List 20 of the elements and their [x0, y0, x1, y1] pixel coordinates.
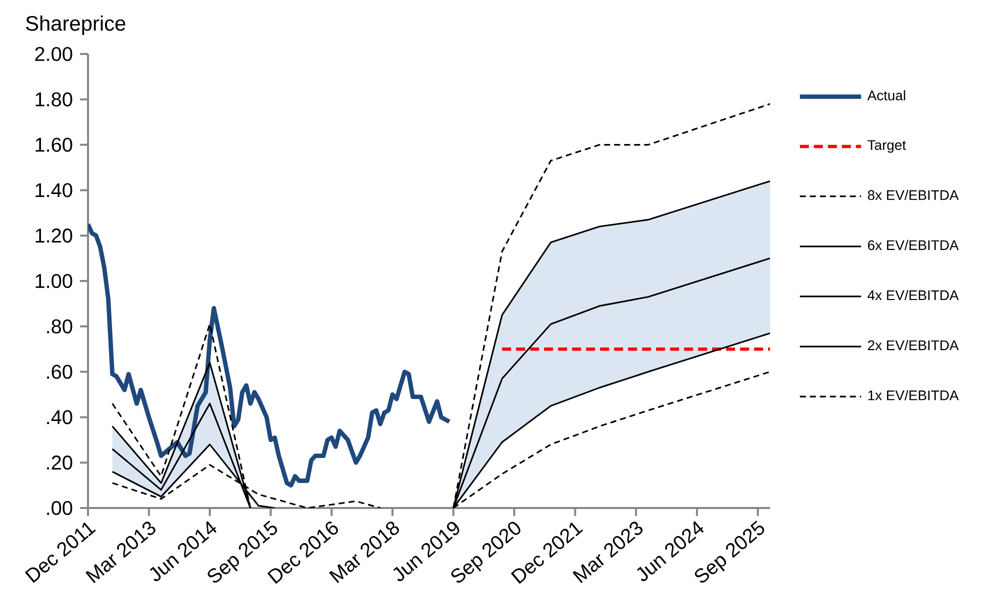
y-tick-label: 1.40	[36, 183, 72, 198]
legend-label: 2x EV/EBITDA	[868, 340, 959, 350]
y-tick-label: 1.20	[36, 228, 72, 243]
legend-label: 1x EV/EBITDA	[868, 390, 959, 400]
y-tick-label: .40	[47, 410, 72, 424]
legend-label: Actual	[867, 90, 906, 100]
legend-label: Target	[868, 140, 906, 153]
y-tick-label: 1.60	[36, 138, 72, 152]
legend-label: 8x EV/EBITDA	[868, 190, 959, 200]
y-tick-label: .80	[47, 319, 72, 334]
y-axis-title: Shareprice	[26, 15, 126, 35]
y-tick-label: .00	[47, 500, 72, 516]
line-series	[88, 222, 452, 488]
y-tick-label: 1.00	[36, 274, 72, 288]
legend-label: 6x EV/EBITDA	[868, 240, 959, 250]
y-tick-label: .60	[47, 364, 72, 379]
y-tick-label: .20	[47, 456, 72, 470]
y-tick-label: 2.00	[35, 46, 72, 62]
legend-label: 4x EV/EBITDA	[868, 290, 959, 300]
y-tick-label: 1.80	[36, 92, 72, 106]
